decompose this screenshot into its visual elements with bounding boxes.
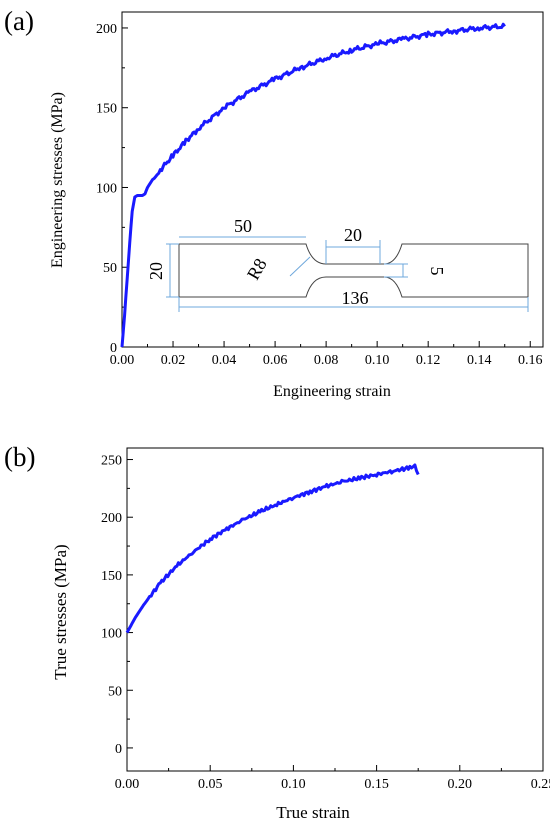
dim-r8-label: R8 bbox=[243, 255, 271, 283]
specimen-labels: 50 20 20 R8 5 136 bbox=[146, 216, 447, 308]
panel-b-label: (b) bbox=[4, 442, 35, 472]
panel-a-ytick-label: 150 bbox=[96, 102, 117, 117]
dim-5-label: 5 bbox=[427, 267, 447, 276]
panel-b-ytick-label: 250 bbox=[101, 454, 122, 469]
panel-a-xlabel: Engineering strain bbox=[273, 383, 391, 400]
panel-a-ytick-label: 50 bbox=[103, 261, 117, 276]
panel-a-plot-frame bbox=[121, 11, 544, 348]
panel-a-ticks: 0.00 0.02 0.04 0.06 0.08 0.10 0.12 0.14 0.16 0 50 1… bbox=[96, 22, 542, 368]
panel-b-xtick-label: 0.00 bbox=[115, 777, 140, 792]
panel-b-ticks: 0.00 0.05 0.10 0.15 0.20 0.25 0 50 100 150 200 250 bbox=[101, 454, 550, 792]
panel-a-xtick-label: 0.14 bbox=[467, 353, 492, 368]
panel-b-ytick-label: 50 bbox=[108, 684, 122, 699]
panel-a-xtick-label: 0.00 bbox=[110, 353, 135, 368]
panel-a-xtick-label: 0.10 bbox=[365, 353, 390, 368]
panel-b-xtick-label: 0.10 bbox=[281, 777, 306, 792]
panel-a-ytick-label: 200 bbox=[96, 22, 117, 37]
dim-50-label: 50 bbox=[234, 216, 252, 236]
panel-a-xtick-label: 0.08 bbox=[314, 353, 339, 368]
panel-b-xtick-label: 0.15 bbox=[364, 777, 389, 792]
specimen-inset bbox=[166, 236, 529, 312]
panel-b-series-line bbox=[125, 463, 420, 634]
panel-a-xtick-label: 0.02 bbox=[161, 353, 186, 368]
panel-b-plot-frame bbox=[126, 447, 544, 772]
panel-a-xtick-label: 0.06 bbox=[263, 353, 288, 368]
dim-20-gauge-label: 20 bbox=[344, 225, 362, 245]
panel-b-ytick-label: 150 bbox=[101, 569, 122, 584]
dim-r8-leader bbox=[289, 256, 311, 277]
panel-b-ylabel: True stresses (MPa) bbox=[51, 544, 70, 679]
panel-a-series-line bbox=[120, 22, 506, 348]
panel-a: (a) 0.00 0.02 0.04 0.06 0.08 0.10 0.12 0.14 0.16… bbox=[4, 6, 544, 400]
panel-a-ylabel: Engineering stresses (MPa) bbox=[49, 92, 66, 268]
dim-136-label: 136 bbox=[342, 288, 369, 308]
panel-b-xtick-label: 0.25 bbox=[531, 777, 550, 792]
panel-b-xlabel: True strain bbox=[276, 803, 350, 822]
panel-b-xtick-label: 0.05 bbox=[198, 777, 223, 792]
panel-b: (b) 0.00 0.05 0.10 0.15 0.20 0.25 0 50 100 150 200… bbox=[4, 442, 550, 822]
panel-a-xtick-label: 0.12 bbox=[416, 353, 441, 368]
panel-a-label: (a) bbox=[4, 6, 34, 36]
panel-b-ytick-label: 100 bbox=[101, 627, 122, 642]
panel-b-ytick-label: 200 bbox=[101, 511, 122, 526]
panel-a-xtick-label: 0.04 bbox=[212, 353, 237, 368]
panel-a-xtick-label: 0.16 bbox=[518, 353, 543, 368]
panel-a-ytick-label: 0 bbox=[110, 341, 117, 356]
panel-b-xtick-label: 0.20 bbox=[448, 777, 473, 792]
dim-20-height-label: 20 bbox=[146, 262, 166, 280]
panel-a-ytick-label: 100 bbox=[96, 181, 117, 196]
panel-b-ytick-label: 0 bbox=[115, 742, 122, 757]
